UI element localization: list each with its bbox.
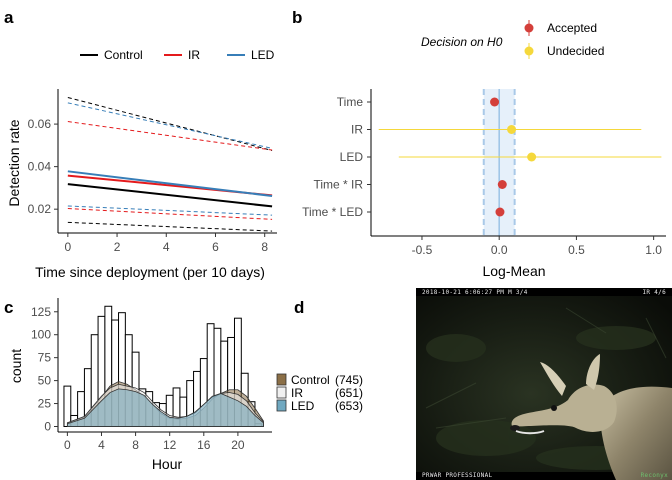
panel-a-legend: Control IR LED: [80, 48, 275, 62]
series-control-fit-line: [67, 183, 273, 208]
y-tick-label: Time * LED: [302, 205, 363, 219]
legend-key-point-undecided: [524, 46, 534, 56]
legend-label-accepted: Accepted: [547, 21, 597, 35]
y-tick-label: 25: [38, 397, 52, 411]
panel-d-camera-trap-photo: 2018-10-21 6:06:27 PM M 3/4 IR 4/6 PRWAR…: [416, 288, 672, 480]
y-tick-label: 0.04: [28, 160, 52, 174]
panel-a-x-axis-title: Time since deployment (per 10 days): [35, 264, 265, 280]
estimate-point: [497, 180, 507, 189]
y-tick-label: 125: [31, 305, 51, 319]
x-tick-label: 0: [64, 240, 71, 254]
series-led-ci-lower: [67, 205, 273, 216]
x-tick-label: 20: [231, 438, 245, 452]
series-control: [67, 97, 273, 232]
y-tick-label: LED: [340, 150, 364, 164]
panel-letter-d: d: [294, 298, 304, 317]
y-tick-label: 50: [38, 374, 52, 388]
panel-b-coefficient-chart: Time IR LED Time * IR Time * LED -0.5 0.0 0.5 1.…: [302, 20, 666, 279]
series-control-ci-lower: [67, 221, 273, 232]
series-control-ci-upper: [67, 97, 273, 151]
series-led-fit-line: [67, 170, 273, 197]
legend-count-control: (745): [335, 373, 363, 387]
series-ir-ci-lower: [67, 208, 273, 220]
estimate-point: [527, 152, 537, 162]
x-tick-label: 16: [197, 438, 211, 452]
legend-label-led: LED: [251, 48, 275, 62]
panel-b-x-axis-title: Log-Mean: [482, 263, 545, 279]
x-tick-label: 8: [261, 240, 268, 254]
density-area-led: [66, 388, 264, 427]
legend-count-ir: (651): [335, 386, 363, 400]
roe-deer-night-image: [416, 288, 672, 480]
y-tick-label: IR: [351, 123, 363, 137]
panel-letter-c: c: [4, 298, 13, 317]
legend-key-control: [276, 373, 287, 386]
photo-timestamp: 2018-10-21 6:06:27 PM M 3/4: [422, 289, 528, 296]
panel-c-y-axis-title: count: [8, 349, 24, 383]
legend-count-led: (653): [335, 399, 363, 413]
estimate-point: [495, 207, 505, 217]
panel-c-activity-histogram: 0 4 8 12 16 20 0 25 50 75 100 125 Hour count Contro…: [8, 298, 363, 472]
estimate-point: [507, 125, 517, 134]
series-ir: [67, 121, 273, 220]
photo-corner-info: IR 4/6: [642, 289, 666, 296]
y-tick-label: 0.06: [28, 117, 52, 131]
x-tick-label: 4: [163, 240, 170, 254]
legend-label-control: Control: [104, 48, 143, 62]
legend-label-ir: IR: [188, 48, 200, 62]
x-tick-label: 0.5: [568, 243, 585, 257]
series-led: [67, 102, 273, 216]
legend-key-led: [276, 399, 287, 412]
legend-label-control: Control: [291, 373, 330, 387]
x-tick-label: -0.5: [412, 243, 433, 257]
x-tick-label: 8: [132, 438, 139, 452]
y-tick-label: Time * IR: [313, 178, 363, 192]
x-tick-label: 0: [64, 438, 71, 452]
panel-b-legend-title: Decision on H0: [421, 35, 503, 49]
panel-a-y-axis-title: Detection rate: [6, 119, 22, 206]
series-ir-ci-upper: [67, 121, 273, 151]
legend-label-led: LED: [291, 399, 315, 413]
panel-c-legend: Control (745) IR (651) LED (653): [276, 373, 363, 413]
estimate-point: [490, 97, 500, 107]
panel-a-detection-rate-chart: Control IR LED 0 2 4 6 8 0.02 0.04 0.06 Time sinc…: [6, 48, 277, 280]
y-tick-label: 0: [44, 419, 51, 433]
x-tick-label: 4: [98, 438, 105, 452]
photo-brand-label: Reconyx: [640, 472, 668, 479]
x-tick-label: 12: [163, 438, 177, 452]
legend-key-ir: [276, 386, 287, 399]
panel-letter-a: a: [4, 8, 14, 27]
legend-key-point-accepted: [524, 23, 534, 33]
legend-label-undecided: Undecided: [547, 44, 604, 58]
histogram-bar: [63, 385, 72, 427]
legend-label-ir: IR: [291, 386, 303, 400]
photo-bottom-caption: PRWAR PROFESSIONAL: [422, 472, 493, 479]
x-tick-label: 2: [114, 240, 121, 254]
panel-b-legend: Accepted Undecided: [524, 20, 604, 59]
y-tick-label: 100: [31, 328, 51, 342]
panel-letter-b: b: [292, 8, 302, 27]
panel-c-x-axis-title: Hour: [152, 456, 183, 472]
y-tick-label: Time: [337, 95, 364, 109]
x-tick-label: 1.0: [645, 243, 662, 257]
y-tick-label: 0.02: [28, 202, 52, 216]
x-tick-label: 0.0: [491, 243, 508, 257]
y-tick-label: 75: [38, 351, 52, 365]
x-tick-label: 6: [212, 240, 219, 254]
